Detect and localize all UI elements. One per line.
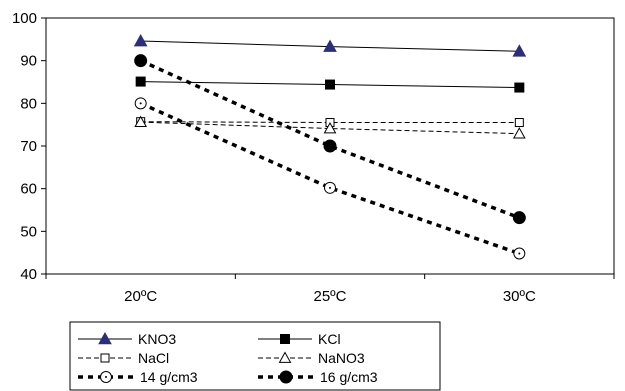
legend-swatch-marker bbox=[279, 370, 293, 384]
legend-swatch-marker bbox=[100, 371, 112, 383]
series-layer bbox=[133, 34, 527, 260]
legend-swatch-marker bbox=[280, 334, 290, 344]
data-point-kno3 bbox=[323, 39, 337, 52]
data-point-nano3 bbox=[134, 115, 148, 128]
legend-item-nacl: NaCl bbox=[78, 350, 169, 366]
data-point-16-g-cm3 bbox=[512, 211, 526, 225]
x-tick-label: 20ºC bbox=[124, 288, 157, 305]
data-point-kcl bbox=[325, 79, 335, 90]
legend-item-kno3: KNO3 bbox=[78, 331, 176, 347]
data-point-kno3 bbox=[133, 34, 148, 47]
legend-label: 16 g/cm3 bbox=[320, 369, 378, 385]
legend-swatch-marker bbox=[98, 331, 112, 345]
legend-label: 14 g/cm3 bbox=[140, 369, 198, 385]
series-16-g-cm3 bbox=[134, 54, 526, 225]
series-kcl bbox=[135, 76, 525, 93]
x-tick-label: 30ºC bbox=[503, 288, 536, 305]
series-line-nacl bbox=[140, 121, 520, 124]
series-line-nano3 bbox=[140, 121, 520, 135]
legend-label: KCl bbox=[318, 331, 341, 347]
legend-item-nano3: NaNO3 bbox=[258, 350, 365, 366]
x-tick-label: 25ºC bbox=[314, 288, 347, 305]
data-point-nano3 bbox=[512, 127, 526, 139]
y-tick-label: 80 bbox=[20, 95, 37, 112]
data-point-nacl bbox=[514, 118, 524, 128]
legend-label: KNO3 bbox=[138, 331, 176, 347]
legend-box bbox=[69, 321, 441, 391]
data-point-kno3 bbox=[512, 44, 527, 57]
data-point-kcl bbox=[135, 76, 146, 87]
data-point-16-g-cm3 bbox=[323, 139, 337, 153]
y-tick-label: 100 bbox=[12, 10, 37, 27]
data-point-kcl bbox=[514, 82, 525, 93]
legend-swatch-marker bbox=[100, 353, 110, 363]
legend-label: NaCl bbox=[138, 350, 169, 366]
data-point-nano3 bbox=[323, 121, 337, 134]
legend-item-14-g-cm3: 14 g/cm3 bbox=[78, 369, 198, 385]
data-point-14-g-cm3 bbox=[324, 181, 336, 194]
y-tick-label: 90 bbox=[20, 53, 37, 70]
series-kno3 bbox=[133, 34, 527, 57]
legend-item-16-g-cm3: 16 g/cm3 bbox=[258, 369, 378, 385]
data-point-16-g-cm3 bbox=[134, 54, 148, 68]
y-tick-label: 70 bbox=[20, 138, 37, 155]
series-line-16-g-cm3 bbox=[139, 59, 520, 220]
y-axis: 40 50 60 70 80 90 100 bbox=[12, 10, 46, 283]
y-tick-label: 40 bbox=[20, 266, 37, 283]
data-point-14-g-cm3 bbox=[513, 247, 526, 260]
series-nano3 bbox=[134, 115, 526, 139]
legend-swatch-marker bbox=[278, 351, 292, 363]
series-14-g-cm3 bbox=[134, 97, 526, 260]
data-point-14-g-cm3 bbox=[134, 97, 147, 110]
x-axis: 20ºC 25ºC 30ºC bbox=[45, 274, 615, 305]
y-tick-label: 60 bbox=[20, 181, 37, 198]
legend-label: NaNO3 bbox=[318, 350, 365, 366]
legend-item-kcl: KCl bbox=[258, 331, 341, 347]
series-line-14-g-cm3 bbox=[139, 101, 520, 256]
y-tick-label: 50 bbox=[20, 223, 37, 240]
legend: KNO3 KCl NaCl NaNO3 14 g/cm3 16 g/cm3 bbox=[69, 321, 441, 391]
